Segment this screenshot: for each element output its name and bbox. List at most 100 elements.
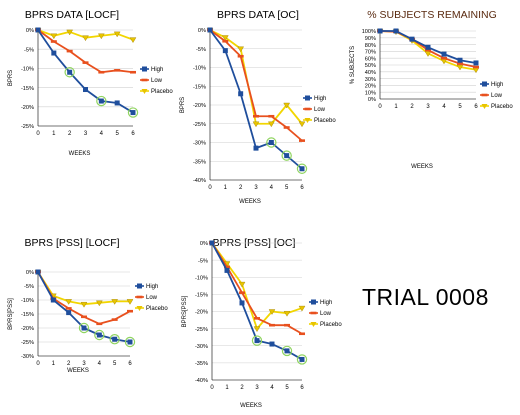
point-high: [67, 69, 73, 75]
point-high: [96, 332, 102, 338]
x-tick-label: 1: [224, 185, 228, 191]
y-tick-label: -25%: [195, 327, 208, 333]
x-tick-label: 5: [285, 385, 289, 391]
point-high: [238, 91, 244, 97]
point-high: [254, 338, 260, 344]
y-tick-label: 10%: [365, 90, 376, 96]
point-placebo: [126, 299, 134, 305]
y-tick-label: -5%: [198, 258, 208, 264]
x-tick-label: 5: [113, 361, 117, 367]
point-placebo: [50, 33, 58, 40]
legend-label-low: Low: [491, 93, 503, 99]
point-high: [130, 110, 136, 116]
chart-4: BPRS [PSS] [LOCF] 0% -5% -10% -15% -20% -25% -3…: [8, 237, 168, 374]
chart-3: % SUBJECTS REMAINING100%90%80%70%60%50%4…: [350, 9, 513, 170]
legend-marker-high: [142, 66, 147, 72]
y-tick-label: -35%: [195, 361, 208, 367]
y-tick-label: 30%: [365, 77, 376, 83]
y-tick-label: -15%: [21, 86, 34, 92]
x-tick-label: 1: [225, 385, 229, 391]
y-tick-label: -5%: [196, 47, 206, 53]
y-axis-label: BPRS: [180, 97, 186, 113]
x-tick-label: 0: [208, 185, 212, 191]
legend-marker-placebo: [310, 322, 317, 327]
y-tick-label: -30%: [193, 141, 206, 147]
y-tick-label: -30%: [21, 354, 34, 360]
x-tick-label: 0: [36, 361, 40, 367]
legend-label-placebo: Placebo: [320, 322, 342, 328]
point-high: [209, 240, 215, 246]
y-tick-label: -5%: [24, 47, 34, 53]
chart-title: BPRS [PSS] [LOCF]: [24, 237, 119, 249]
y-tick-label: 100%: [362, 29, 376, 35]
legend-label-placebo: Placebo: [146, 306, 168, 312]
y-tick-label: -25%: [21, 124, 34, 130]
x-tick-label: 2: [68, 131, 72, 137]
x-tick-label: 6: [131, 131, 135, 137]
y-tick-label: -20%: [193, 103, 206, 109]
point-high: [473, 60, 479, 66]
point-high: [66, 310, 72, 316]
point-high: [441, 51, 447, 57]
series-line-placebo: [211, 242, 303, 330]
x-tick-label: 4: [270, 385, 274, 391]
legend-label-placebo: Placebo: [491, 104, 513, 110]
x-tick-label: 6: [128, 361, 132, 367]
legend-marker-placebo: [141, 89, 148, 94]
x-tick-label: 5: [115, 131, 119, 137]
legend-label-placebo: Placebo: [151, 89, 173, 95]
series-line-placebo: [209, 29, 303, 125]
x-tick-label: 3: [426, 104, 430, 110]
y-tick-label: -15%: [193, 84, 206, 90]
point-high: [269, 341, 275, 347]
point-placebo: [66, 29, 74, 36]
chart-title: BPRS DATA [LOCF]: [25, 9, 119, 21]
y-axis-label: % SUBJECTS: [350, 46, 356, 84]
point-placebo: [268, 309, 276, 315]
chart-2: BPRS DATA [OC] 0% -5% -10% -15% -20% -25% -30% -…: [180, 9, 336, 205]
legend-label-high: High: [320, 300, 332, 306]
x-tick-label: 5: [285, 185, 289, 191]
x-tick-label: 1: [394, 104, 398, 110]
legend-label-low: Low: [151, 78, 163, 84]
highlight-ring: [124, 336, 136, 348]
y-tick-label: -20%: [21, 105, 34, 111]
legend-marker-placebo: [304, 118, 311, 123]
highlight-ring: [296, 354, 308, 365]
x-tick-label: 1: [52, 131, 56, 137]
legend-marker-high: [137, 283, 142, 289]
point-high: [114, 100, 120, 106]
x-axis-label: WEEKS: [411, 164, 433, 170]
point-high: [425, 44, 431, 50]
x-tick-label: 2: [67, 361, 71, 367]
y-tick-label: 70%: [365, 50, 376, 56]
point-high: [50, 297, 56, 303]
legend-label-high: High: [151, 67, 163, 73]
y-axis-label: BPRS[PSS]: [182, 295, 188, 327]
x-tick-label: 3: [84, 131, 88, 137]
point-high: [284, 153, 290, 159]
y-axis-label: BPRS[PSS]: [8, 298, 14, 330]
trial-label: TRIAL 0008: [362, 284, 489, 310]
highlight-ring: [296, 163, 308, 174]
y-tick-label: -35%: [193, 159, 206, 165]
highlight-ring: [64, 67, 75, 78]
highlight-ring: [251, 335, 263, 346]
y-tick-label: 0%: [198, 28, 206, 34]
x-tick-label: 3: [82, 361, 86, 367]
y-tick-label: -20%: [21, 326, 34, 332]
legend-label-high: High: [314, 96, 326, 102]
y-tick-label: -15%: [21, 312, 34, 318]
x-axis-label: WEEKS: [239, 199, 261, 205]
point-high: [81, 325, 87, 331]
x-tick-label: 6: [300, 185, 304, 191]
highlight-ring: [96, 95, 107, 107]
point-high: [299, 166, 305, 172]
point-high: [222, 48, 228, 54]
y-tick-label: 40%: [365, 70, 376, 76]
series-line-low: [211, 242, 303, 335]
point-placebo: [82, 35, 89, 42]
point-placebo: [80, 302, 88, 308]
point-high: [393, 28, 399, 34]
y-tick-label: -20%: [195, 310, 208, 316]
